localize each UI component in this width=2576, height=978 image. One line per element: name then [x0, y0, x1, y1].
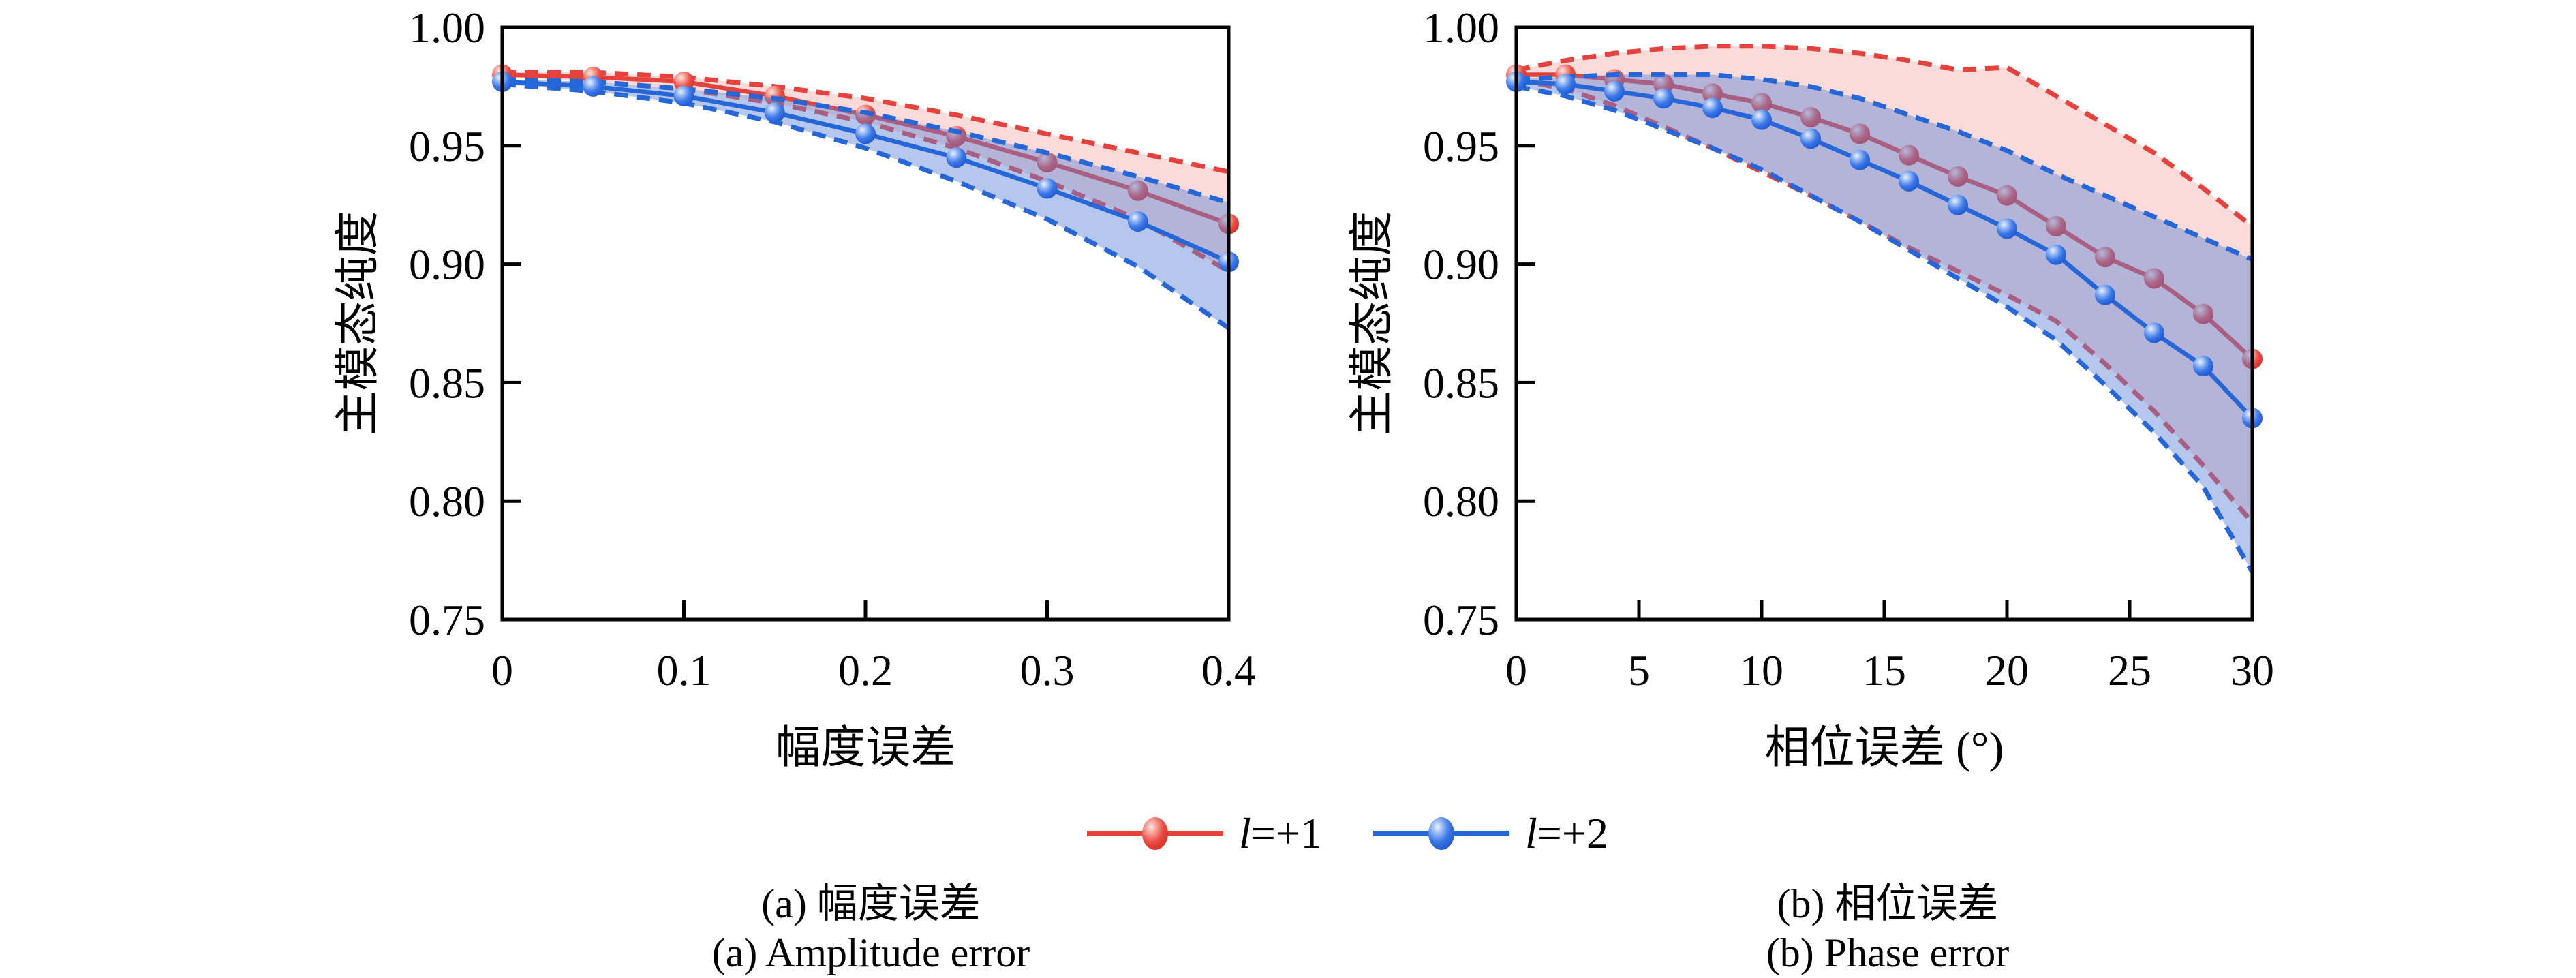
legend-item-l-plus-2: l=+2	[1370, 808, 1608, 859]
legend-swatch-blue	[1373, 817, 1509, 850]
marker-blue-amplitude-error	[673, 85, 694, 106]
marker-red-phase-error	[2144, 268, 2164, 289]
ytick-label-amplitude-error: 1.00	[409, 3, 485, 52]
marker-blue-phase-error	[2095, 284, 2115, 305]
caption-a-en: (a) Amplitude error	[711, 930, 1030, 975]
xtick-label-phase-error: 30	[2230, 646, 2274, 694]
marker-red-amplitude-error	[1127, 180, 1148, 201]
band-lower-blue-phase-error	[1516, 84, 2255, 574]
ytick-label-phase-error: 0.90	[1423, 241, 1499, 289]
marker-blue-phase-error	[1899, 170, 1919, 192]
ytick-label-phase-error: 0.80	[1423, 477, 1499, 525]
marker-blue-phase-error	[2046, 244, 2066, 265]
xtick-label-phase-error: 25	[2108, 646, 2151, 694]
marker-blue-amplitude-error	[855, 123, 876, 144]
xtick-label-phase-error: 15	[1862, 646, 1906, 694]
marker-red-amplitude-error	[1037, 152, 1058, 173]
xtick-label-amplitude-error: 0.4	[1201, 646, 1256, 694]
marker-blue-amplitude-error	[583, 76, 604, 97]
marker-blue-phase-error	[2144, 322, 2164, 343]
band-red-phase-error	[1516, 46, 2252, 523]
marker-blue-amplitude-error	[1037, 178, 1058, 199]
marker-red-phase-error	[1850, 123, 1870, 144]
caption-b-cn: (b) 相位误差	[1777, 881, 1999, 926]
legend-marker-blue	[1428, 817, 1454, 850]
ylabel-phase-error: 主模态纯度	[1347, 211, 1397, 436]
band-blue-amplitude-error	[502, 79, 1229, 328]
marker-blue-phase-error	[1751, 109, 1772, 130]
xtick-label-phase-error: 20	[1985, 646, 2029, 694]
caption-a-cn: (a) 幅度误差	[761, 881, 981, 926]
legend-marker-red	[1142, 817, 1168, 850]
marker-red-phase-error	[1997, 185, 2017, 206]
legend: l=+1 l=+2	[1084, 803, 1608, 864]
legend-label-l-plus-2: l=+2	[1524, 809, 1608, 857]
marker-red-phase-error	[1899, 144, 1919, 166]
xtick-label-amplitude-error: 0.1	[657, 646, 711, 694]
marker-blue-phase-error	[1997, 218, 2017, 239]
marker-red-amplitude-error	[673, 71, 694, 92]
marker-red-phase-error	[1751, 93, 1772, 114]
xtick-label-phase-error: 5	[1628, 646, 1650, 694]
marker-blue-phase-error	[1702, 97, 1723, 119]
xtick-label-amplitude-error: 0.3	[1020, 646, 1075, 694]
band-lower-blue-amplitude-error	[502, 81, 1230, 331]
ytick-label-amplitude-error: 0.85	[409, 358, 485, 407]
marker-blue-phase-error	[2193, 356, 2213, 377]
caption-b: (b) 相位误差 (b) Phase error	[1479, 879, 2297, 977]
ytick-label-amplitude-error: 0.80	[409, 477, 485, 525]
legend-swatch-red	[1087, 817, 1223, 850]
marker-red-phase-error	[1948, 166, 1968, 187]
marker-blue-phase-error	[1948, 194, 1968, 215]
band-upper-red-phase-error	[1516, 44, 2254, 228]
line-blue-phase-error	[1516, 79, 2254, 420]
band-upper-blue-amplitude-error	[502, 77, 1229, 205]
ytick-label-phase-error: 0.95	[1423, 122, 1499, 170]
legend-label-l-plus-1: l=+1	[1239, 809, 1322, 857]
ytick-label-phase-error: 1.00	[1423, 3, 1499, 52]
marker-blue-amplitude-error	[946, 147, 967, 168]
marker-blue-phase-error	[1800, 128, 1821, 149]
ytick-label-amplitude-error: 0.75	[409, 596, 485, 644]
marker-red-phase-error	[2095, 247, 2115, 268]
ylabel-amplitude-error: 主模态纯度	[333, 211, 383, 436]
marker-red-phase-error	[1800, 107, 1821, 128]
marker-blue-amplitude-error	[764, 102, 785, 123]
xtick-label-amplitude-error: 0.2	[838, 646, 893, 694]
ytick-label-phase-error: 0.75	[1423, 596, 1499, 644]
xtick-label-amplitude-error: 0	[491, 646, 513, 694]
band-blue-phase-error	[1516, 74, 2252, 572]
ytick-label-amplitude-error: 0.95	[409, 122, 485, 170]
plot-amplitude-error: 0.75 0.80 0.85 0.90 0.95 1.00 0 0.1 0.2 0.3 0.4 幅度误…	[333, 3, 1256, 773]
marker-blue-phase-error	[1850, 149, 1870, 170]
marker-blue-phase-error	[1555, 74, 1576, 95]
band-upper-red-amplitude-error	[502, 70, 1229, 174]
line-red-phase-error	[1516, 72, 2254, 361]
marker-red-phase-error	[2193, 303, 2213, 324]
xtick-label-phase-error: 10	[1740, 646, 1783, 694]
xlabel-amplitude-error: 幅度误差	[776, 723, 955, 773]
marker-blue-phase-error	[1653, 88, 1674, 109]
caption-b-en: (b) Phase error	[1766, 930, 2010, 975]
xtick-label-phase-error: 0	[1505, 646, 1527, 694]
legend-item-l-plus-1: l=+1	[1084, 808, 1322, 859]
plot-phase-error: 0.75 0.80 0.85 0.90 0.95 1.00 0 5 10 15 20 25 30 相位误差…	[1347, 3, 2274, 773]
ytick-label-amplitude-error: 0.90	[409, 241, 485, 289]
marker-red-phase-error	[1702, 83, 1723, 104]
band-upper-blue-phase-error	[1516, 72, 2254, 262]
marker-blue-amplitude-error	[1127, 211, 1148, 232]
xlabel-phase-error: 相位误差 (°)	[1765, 723, 2004, 773]
caption-a: (a) 幅度误差 (a) Amplitude error	[462, 879, 1280, 977]
ytick-label-phase-error: 0.85	[1423, 358, 1499, 407]
marker-red-phase-error	[1653, 74, 1674, 95]
marker-red-phase-error	[2046, 216, 2066, 236]
marker-blue-phase-error	[1604, 80, 1625, 102]
